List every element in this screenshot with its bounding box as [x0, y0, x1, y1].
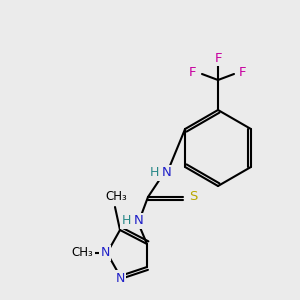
Text: N: N — [134, 214, 144, 227]
Text: H: H — [121, 214, 131, 227]
Text: H: H — [149, 167, 159, 179]
Text: CH₃: CH₃ — [71, 247, 93, 260]
Text: N: N — [100, 247, 110, 260]
Text: S: S — [189, 190, 197, 203]
Text: F: F — [239, 65, 247, 79]
Text: N: N — [162, 167, 172, 179]
Text: F: F — [214, 52, 222, 64]
Text: N: N — [115, 272, 125, 284]
Text: CH₃: CH₃ — [105, 190, 127, 203]
Text: F: F — [189, 65, 197, 79]
